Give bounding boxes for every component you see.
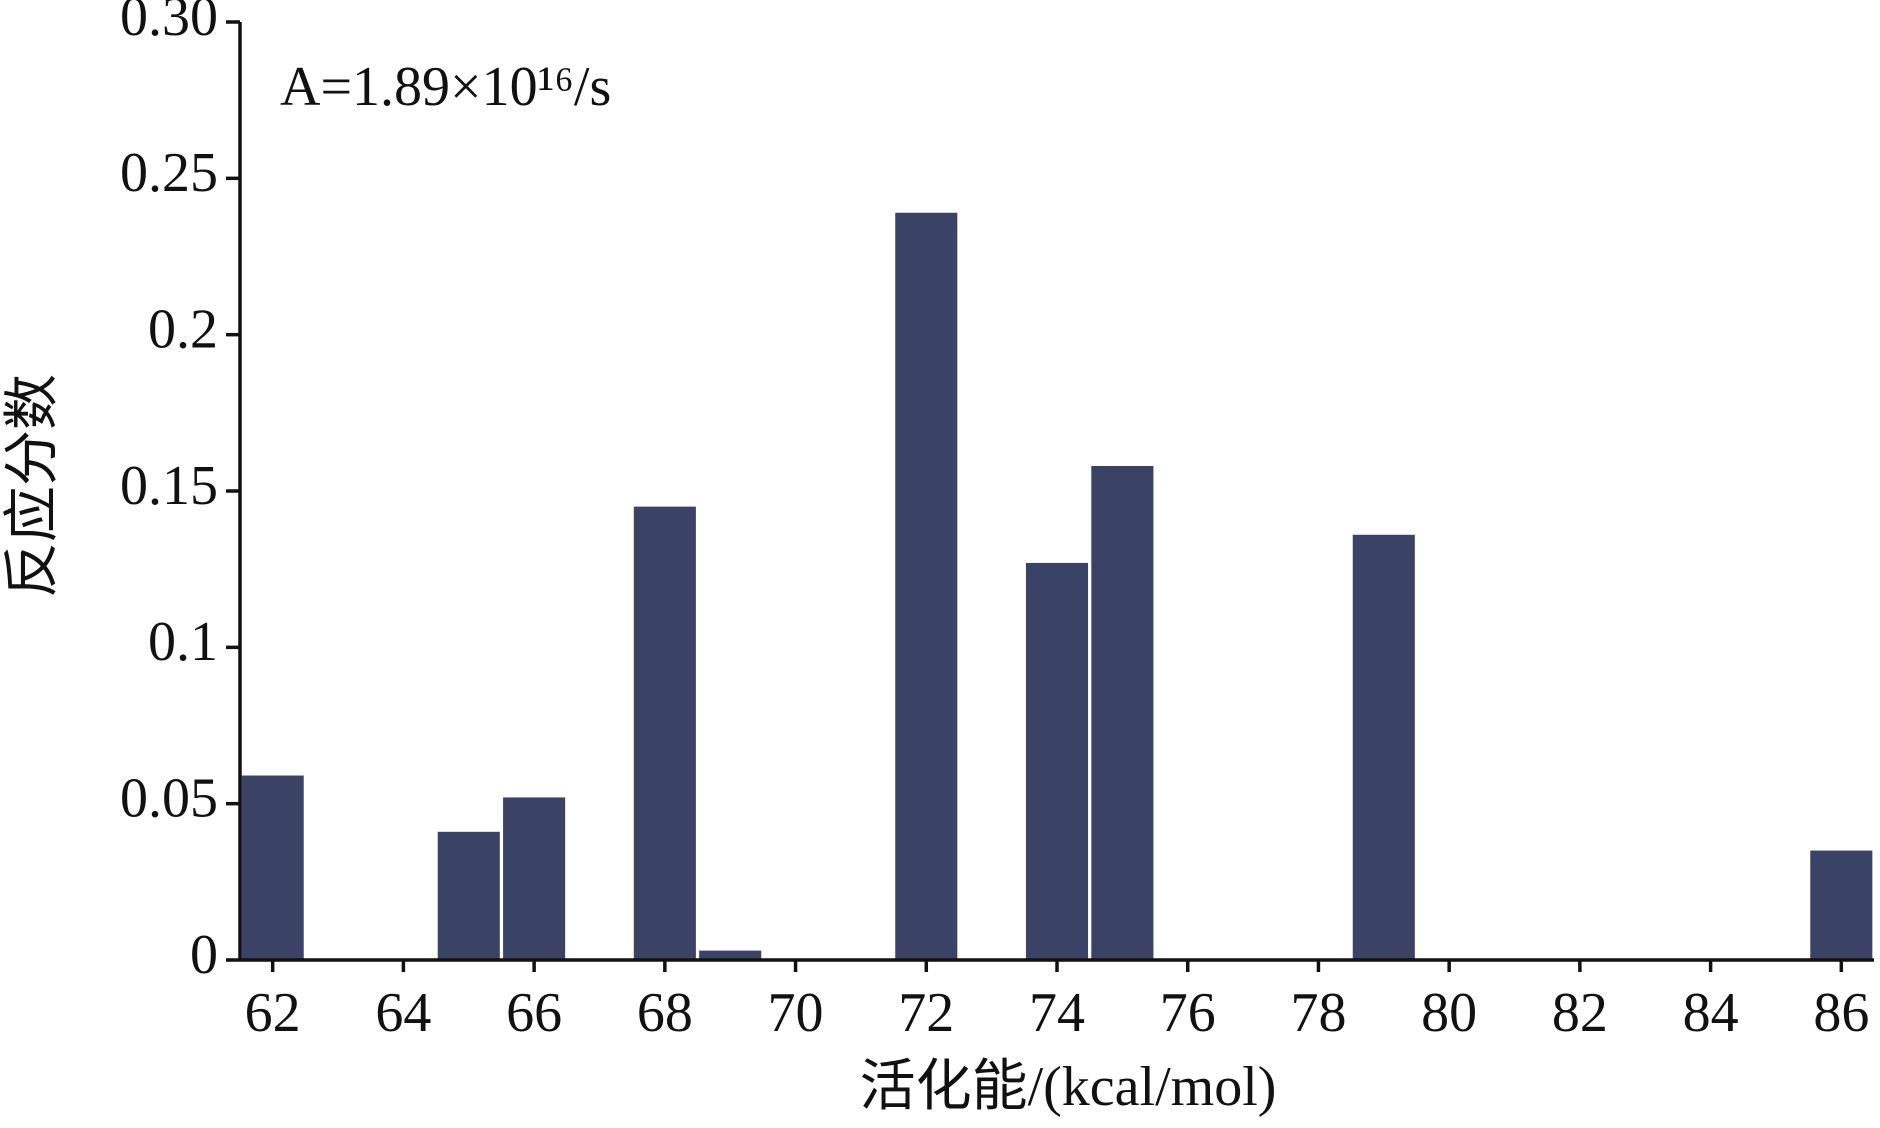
bar xyxy=(241,775,304,960)
bar xyxy=(437,831,500,960)
y-axis-label: 反应分数 xyxy=(2,374,64,598)
bar xyxy=(895,212,958,960)
x-tick-label: 72 xyxy=(898,982,954,1044)
x-tick-label: 76 xyxy=(1160,982,1216,1044)
x-tick-label: 82 xyxy=(1552,982,1608,1044)
y-tick-label: 0.05 xyxy=(120,768,218,830)
x-tick-label: 68 xyxy=(637,982,693,1044)
x-tick-label: 80 xyxy=(1421,982,1477,1044)
y-tick-label: 0.1 xyxy=(148,611,218,673)
x-tick-label: 78 xyxy=(1290,982,1346,1044)
y-tick-label: 0.30 xyxy=(120,0,218,48)
x-tick-label: 62 xyxy=(245,982,301,1044)
bar xyxy=(1810,850,1873,960)
bar xyxy=(503,797,566,960)
x-tick-label: 86 xyxy=(1813,982,1869,1044)
y-tick-label: 0.15 xyxy=(120,455,218,517)
bar xyxy=(1091,465,1154,960)
y-tick-label: 0.25 xyxy=(120,142,218,204)
x-tick-label: 70 xyxy=(768,982,824,1044)
y-tick-label: 0 xyxy=(190,924,218,986)
x-tick-label: 66 xyxy=(506,982,562,1044)
annotation: A=1.89×10¹⁶/s xyxy=(280,56,611,118)
bar xyxy=(1025,562,1089,960)
bar xyxy=(633,506,696,960)
x-tick-label: 74 xyxy=(1029,982,1085,1044)
x-axis-label: 活化能/(kcal/mol) xyxy=(860,1056,1277,1118)
x-tick-label: 64 xyxy=(375,982,431,1044)
bar xyxy=(699,950,762,960)
bar xyxy=(1352,534,1415,960)
y-tick-label: 0.2 xyxy=(148,299,218,361)
x-tick-label: 84 xyxy=(1683,982,1739,1044)
